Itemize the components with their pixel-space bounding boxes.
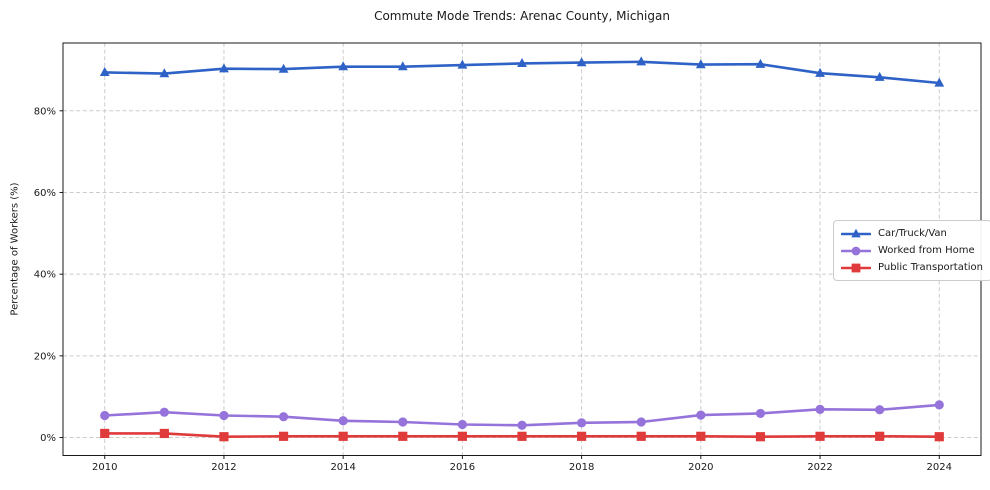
y-tick-label: 0% (40, 433, 56, 444)
data-point-marker (815, 431, 825, 441)
data-point-marker (696, 410, 706, 420)
triangle-marker-swatch-icon (841, 228, 871, 237)
x-tick-label: 2010 (92, 462, 117, 473)
data-point-marker (636, 417, 646, 427)
square-marker-swatch-icon (841, 263, 871, 272)
data-point-marker (851, 246, 861, 255)
data-point-marker (338, 61, 349, 71)
data-point-marker (219, 63, 229, 73)
x-tick-label: 2020 (688, 462, 713, 473)
x-tick-label: 2022 (807, 462, 832, 473)
data-point-marker (457, 431, 467, 441)
y-tick-label: 80% (34, 106, 56, 117)
data-point-marker (576, 57, 587, 67)
plot-background (63, 43, 981, 456)
data-point-marker (695, 59, 706, 69)
legend-label: Public Transportation (878, 262, 983, 273)
data-point-marker (159, 428, 169, 439)
data-point-marker (159, 68, 170, 78)
data-point-marker (875, 431, 885, 441)
x-tick-label: 2016 (450, 462, 475, 473)
series-car-truck-van (99, 56, 945, 87)
data-point-marker (99, 67, 110, 77)
data-point-marker (696, 431, 706, 441)
data-point-marker (278, 431, 289, 441)
chart-title: Commute Mode Trends: Arenac County, Mich… (374, 9, 670, 23)
legend-item: Car/Truck/Van (841, 226, 947, 241)
y-tick-label: 40% (34, 270, 56, 281)
data-point-marker (219, 432, 229, 442)
data-point-marker (934, 77, 945, 87)
data-point-marker (577, 418, 587, 428)
data-point-marker (219, 410, 229, 421)
data-point-marker (457, 59, 468, 69)
x-tick-label: 2012 (211, 462, 236, 473)
circle-marker-swatch-icon (841, 246, 871, 255)
data-point-marker (517, 431, 527, 441)
y-tick-label: 20% (34, 351, 56, 362)
data-point-marker (278, 63, 289, 73)
x-tick-label: 2014 (330, 462, 355, 473)
data-point-marker (815, 67, 825, 77)
data-point-marker (851, 263, 861, 272)
data-point-marker (457, 419, 467, 430)
data-point-marker (100, 410, 110, 421)
data-point-marker (636, 431, 646, 441)
data-point-marker (398, 417, 408, 427)
legend-item: Worked from Home (841, 243, 975, 258)
data-point-marker (517, 58, 527, 68)
data-point-marker (100, 428, 110, 439)
legend-label: Car/Truck/Van (878, 228, 947, 239)
data-point-marker (636, 56, 647, 66)
data-point-marker (755, 432, 766, 442)
series-public-transportation (100, 428, 944, 442)
data-point-marker (755, 408, 766, 419)
data-point-marker (397, 61, 408, 71)
data-point-marker (934, 432, 944, 442)
series-worked-from-home (100, 400, 944, 430)
legend-label: Worked from Home (878, 245, 975, 256)
data-point-marker (517, 420, 527, 430)
data-point-marker (755, 58, 766, 68)
y-tick-label: 60% (34, 188, 56, 199)
data-point-marker (338, 431, 348, 441)
data-point-marker (851, 228, 861, 237)
data-point-marker (577, 431, 587, 441)
data-point-marker (874, 71, 885, 81)
data-point-marker (815, 404, 825, 414)
x-tick-label: 2024 (927, 462, 952, 473)
data-point-marker (934, 400, 944, 410)
x-tick-label: 2018 (569, 462, 594, 473)
data-point-marker (875, 405, 885, 415)
legend-item: Public Transportation (841, 260, 983, 275)
data-point-marker (159, 407, 169, 417)
data-point-marker (278, 412, 289, 422)
legend: Car/Truck/Van Worked from Home Public Tran… (833, 220, 990, 281)
data-point-marker (338, 416, 348, 426)
data-point-marker (398, 431, 408, 441)
